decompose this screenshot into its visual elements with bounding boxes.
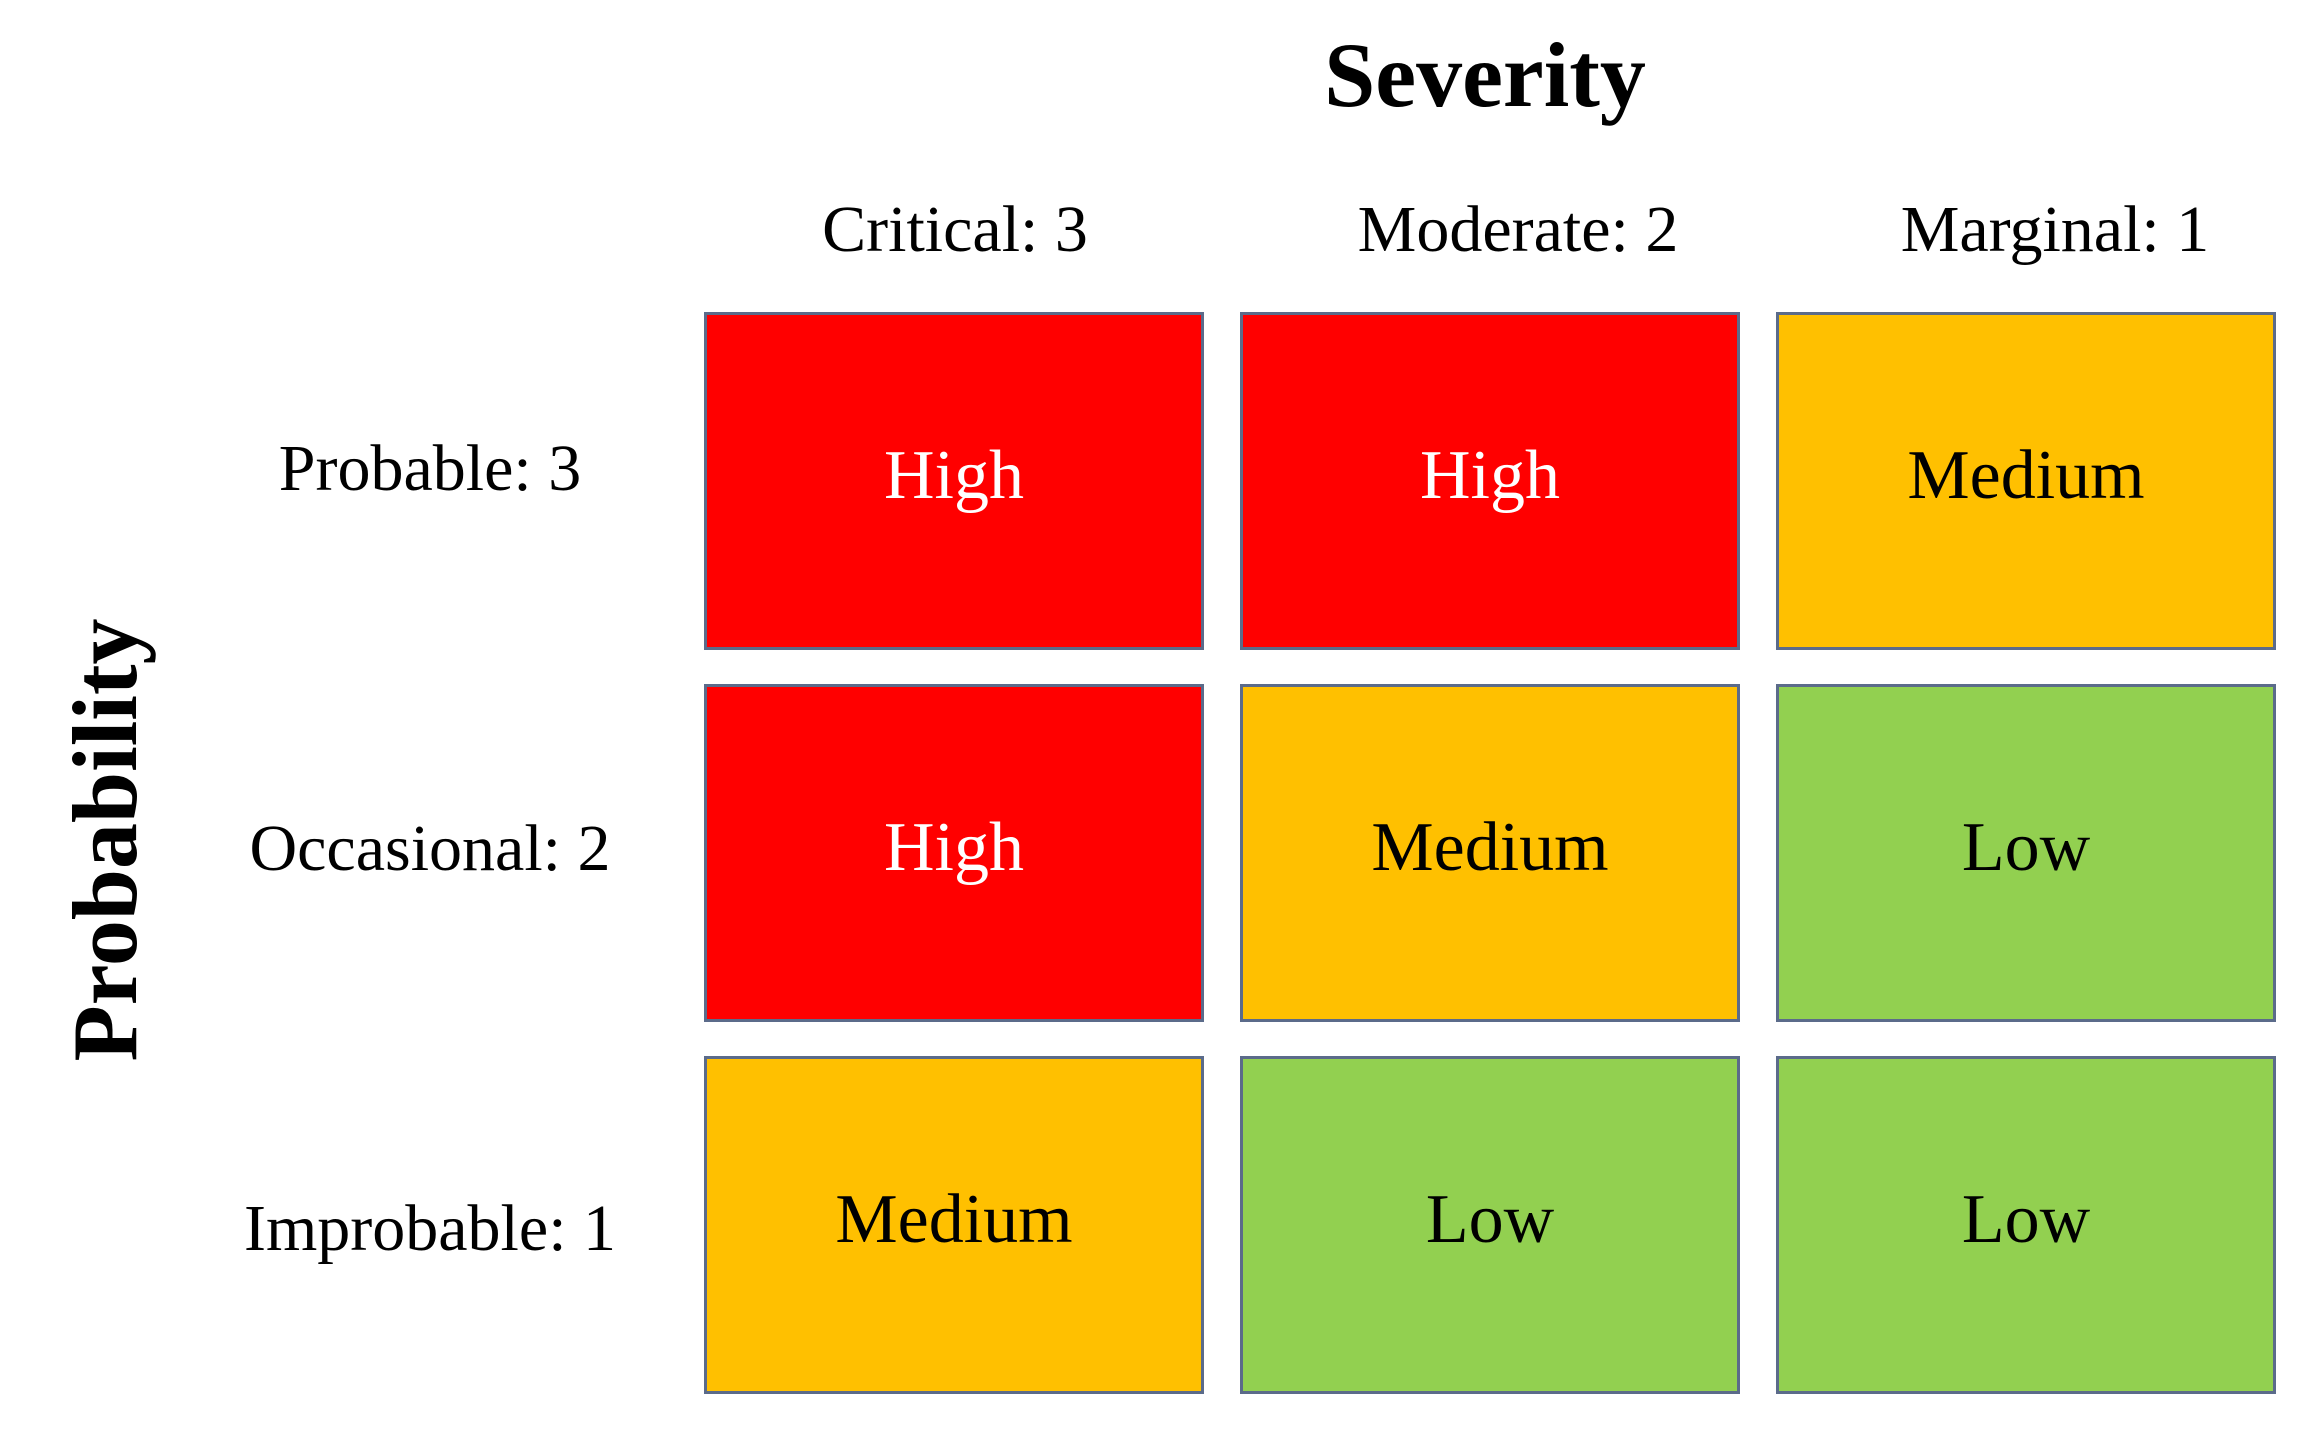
risk-level-label: Medium [835, 1181, 1073, 1258]
risk-level-label: Medium [1371, 809, 1609, 886]
risk-cell-probable-critical: High [704, 312, 1204, 650]
probability-axis-title: Probability [54, 618, 156, 1062]
column-label-moderate: Moderate: 2 [1357, 193, 1679, 266]
risk-level-label: High [884, 809, 1024, 886]
risk-cell-improbable-marginal: Low [1776, 1056, 2276, 1394]
severity-axis-title: Severity [1324, 24, 1646, 126]
risk-level-label: High [1420, 437, 1560, 514]
risk-cell-probable-marginal: Medium [1776, 312, 2276, 650]
risk-cell-improbable-critical: Medium [704, 1056, 1204, 1394]
risk-cell-improbable-moderate: Low [1240, 1056, 1740, 1394]
column-label-critical: Critical: 3 [822, 193, 1088, 266]
risk-level-label: Medium [1907, 437, 2145, 514]
risk-cell-occasional-marginal: Low [1776, 684, 2276, 1022]
risk-level-label: High [884, 437, 1024, 514]
risk-level-label: Low [1425, 1181, 1555, 1258]
column-label-marginal: Marginal: 1 [1900, 193, 2210, 266]
row-label-occasional: Occasional: 2 [249, 812, 611, 885]
risk-level-label: Low [1961, 809, 2091, 886]
risk-cell-occasional-critical: High [704, 684, 1204, 1022]
risk-cell-probable-moderate: High [1240, 312, 1740, 650]
row-label-probable: Probable: 3 [278, 432, 582, 505]
risk-cell-occasional-moderate: Medium [1240, 684, 1740, 1022]
row-label-improbable: Improbable: 1 [243, 1192, 617, 1265]
risk-level-label: Low [1961, 1181, 2091, 1258]
